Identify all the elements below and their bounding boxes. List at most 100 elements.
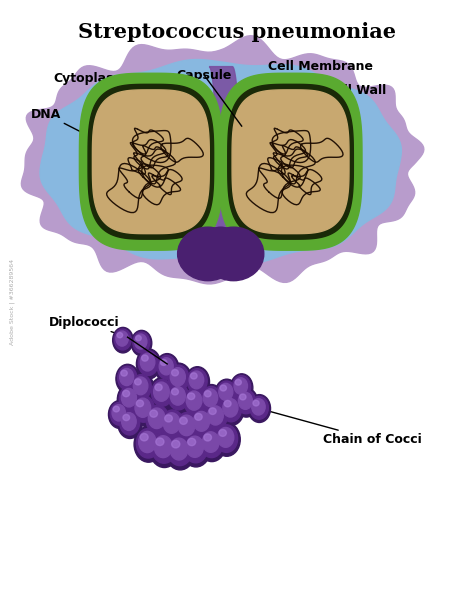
Ellipse shape <box>219 429 227 437</box>
Polygon shape <box>88 84 214 239</box>
Ellipse shape <box>172 370 179 376</box>
Ellipse shape <box>165 433 195 470</box>
Ellipse shape <box>137 429 160 458</box>
Ellipse shape <box>149 377 175 410</box>
Ellipse shape <box>200 429 223 458</box>
Ellipse shape <box>168 384 189 410</box>
Polygon shape <box>209 66 239 257</box>
Text: Cytoplasm: Cytoplasm <box>54 72 137 123</box>
Ellipse shape <box>155 353 179 382</box>
Ellipse shape <box>135 334 147 349</box>
Ellipse shape <box>237 390 255 414</box>
Ellipse shape <box>114 329 131 350</box>
Ellipse shape <box>123 414 129 421</box>
Ellipse shape <box>234 378 247 394</box>
Ellipse shape <box>121 370 128 376</box>
Ellipse shape <box>182 387 208 419</box>
Ellipse shape <box>166 382 191 414</box>
Ellipse shape <box>189 371 204 389</box>
Ellipse shape <box>176 412 199 441</box>
Ellipse shape <box>213 423 240 456</box>
Ellipse shape <box>157 355 176 379</box>
Ellipse shape <box>152 379 173 406</box>
Ellipse shape <box>199 385 224 415</box>
Ellipse shape <box>172 440 180 448</box>
Ellipse shape <box>139 431 156 453</box>
Ellipse shape <box>131 374 151 399</box>
Ellipse shape <box>209 408 216 414</box>
Ellipse shape <box>119 368 134 385</box>
Ellipse shape <box>193 411 210 431</box>
Ellipse shape <box>195 414 202 420</box>
Ellipse shape <box>173 410 201 445</box>
Ellipse shape <box>117 333 123 338</box>
Ellipse shape <box>135 398 151 417</box>
Ellipse shape <box>159 408 187 443</box>
Ellipse shape <box>148 408 165 429</box>
Ellipse shape <box>224 400 231 407</box>
Ellipse shape <box>203 227 264 280</box>
Ellipse shape <box>219 394 244 425</box>
Ellipse shape <box>113 327 133 353</box>
Ellipse shape <box>253 400 259 406</box>
Ellipse shape <box>131 330 152 356</box>
Ellipse shape <box>200 227 242 275</box>
Ellipse shape <box>123 390 129 397</box>
Ellipse shape <box>178 415 195 436</box>
Ellipse shape <box>154 382 169 401</box>
Ellipse shape <box>170 387 185 405</box>
Ellipse shape <box>161 410 184 438</box>
Text: DNA: DNA <box>31 108 116 150</box>
Polygon shape <box>40 60 401 264</box>
Ellipse shape <box>168 365 189 391</box>
Ellipse shape <box>178 227 238 280</box>
Ellipse shape <box>116 331 128 346</box>
Ellipse shape <box>113 406 119 412</box>
Ellipse shape <box>191 373 197 379</box>
Text: Diplococci: Diplococci <box>48 316 128 337</box>
Ellipse shape <box>118 366 137 390</box>
Ellipse shape <box>186 436 203 457</box>
Ellipse shape <box>189 406 216 440</box>
Ellipse shape <box>219 384 233 400</box>
Ellipse shape <box>232 376 251 399</box>
Ellipse shape <box>223 399 238 417</box>
Ellipse shape <box>217 381 236 405</box>
Ellipse shape <box>163 413 180 434</box>
Ellipse shape <box>191 409 213 437</box>
Ellipse shape <box>230 374 253 402</box>
Ellipse shape <box>119 386 140 412</box>
Ellipse shape <box>152 433 176 463</box>
Polygon shape <box>21 36 424 284</box>
Text: Streptococcus pneumoniae: Streptococcus pneumoniae <box>78 22 396 42</box>
Ellipse shape <box>131 394 157 426</box>
Text: Cell Wall: Cell Wall <box>326 84 386 117</box>
Ellipse shape <box>170 438 188 460</box>
Ellipse shape <box>248 394 271 423</box>
Ellipse shape <box>188 438 196 446</box>
Ellipse shape <box>159 358 173 375</box>
Ellipse shape <box>252 399 265 415</box>
Ellipse shape <box>110 402 128 425</box>
Polygon shape <box>228 84 353 239</box>
Ellipse shape <box>215 425 237 452</box>
Ellipse shape <box>137 349 161 379</box>
Ellipse shape <box>215 379 238 408</box>
Ellipse shape <box>188 393 195 400</box>
Ellipse shape <box>184 388 206 415</box>
Ellipse shape <box>206 403 227 430</box>
Ellipse shape <box>204 391 211 397</box>
Ellipse shape <box>144 403 172 438</box>
Ellipse shape <box>187 368 207 393</box>
Ellipse shape <box>155 384 162 391</box>
Ellipse shape <box>218 428 234 447</box>
Ellipse shape <box>184 434 208 463</box>
Ellipse shape <box>112 405 126 421</box>
Ellipse shape <box>203 389 218 406</box>
Ellipse shape <box>121 388 137 407</box>
Ellipse shape <box>133 377 148 395</box>
Ellipse shape <box>119 410 140 435</box>
Ellipse shape <box>203 401 229 434</box>
Ellipse shape <box>140 353 155 371</box>
Ellipse shape <box>208 406 223 425</box>
